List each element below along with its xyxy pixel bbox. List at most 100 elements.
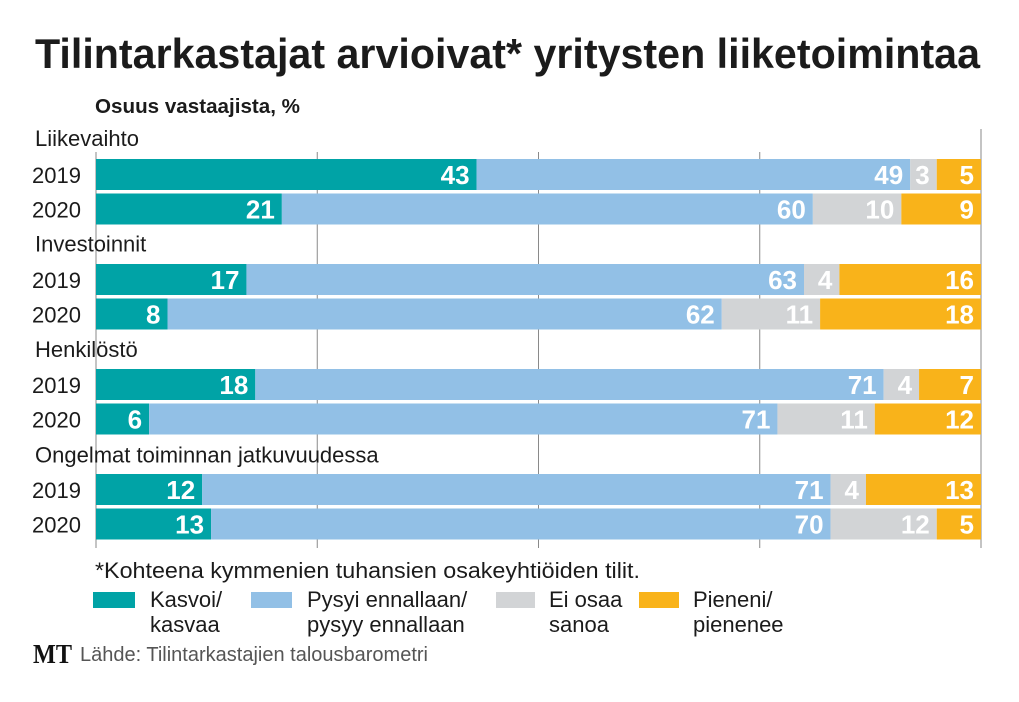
- bar-segment-kasvoi: [96, 403, 150, 435]
- bars: [96, 159, 981, 540]
- bar-segment-pysyi: [281, 193, 813, 225]
- value-label: 70: [795, 510, 824, 540]
- value-label: 17: [211, 265, 240, 295]
- bar-segment-pieneni: [820, 298, 981, 330]
- year-label: 2019: [32, 373, 81, 398]
- legend-swatch-pysyi: [251, 592, 292, 608]
- bar-segment-pysyi: [246, 264, 804, 295]
- legend-label-line1: Pysyi ennallaan/: [307, 587, 468, 612]
- bar-segment-kasvoi: [96, 159, 477, 190]
- bar-segment-pysyi: [149, 403, 778, 435]
- bar-segment-pysyi: [202, 474, 831, 505]
- legend-label-line2: pienenee: [693, 612, 784, 637]
- legend-label-line1: Kasvoi/: [150, 587, 223, 612]
- bar-segment-ei-osaa: [830, 474, 866, 505]
- bar-segment-pysyi: [167, 298, 722, 330]
- bar-segment-pysyi: [211, 508, 831, 540]
- year-label: 2020: [32, 198, 81, 223]
- bar-segment-pieneni: [874, 403, 981, 435]
- bar-segment-ei-osaa: [830, 508, 937, 540]
- bar-segment-kasvoi: [96, 369, 256, 400]
- bar-segment-ei-osaa: [812, 193, 902, 225]
- bar-segment-ei-osaa: [910, 159, 937, 190]
- legend-item-kasvoi: Kasvoi/ kasvaa: [93, 587, 223, 637]
- bar-segment-kasvoi: [96, 264, 247, 295]
- bar-segment-ei-osaa: [721, 298, 821, 330]
- group-label: Henkilöstö: [35, 337, 138, 362]
- value-label: 63: [768, 265, 797, 295]
- bar-segment-pieneni: [901, 193, 981, 225]
- year-label: 2019: [32, 478, 81, 503]
- bar-segment-ei-osaa: [777, 403, 875, 435]
- legend-swatch-kasvoi: [93, 592, 135, 608]
- value-label: 11: [786, 300, 814, 330]
- bar-segment-kasvoi: [96, 508, 212, 540]
- year-label: 2020: [32, 303, 81, 328]
- value-label: 12: [945, 405, 974, 435]
- chart-title: Tilintarkastajat arvioivat* yritysten li…: [35, 30, 981, 77]
- year-label: 2020: [32, 408, 81, 433]
- value-label: 9: [960, 195, 974, 225]
- chart-subtitle: Osuus vastaajista, %: [95, 96, 300, 118]
- value-label: 71: [742, 405, 771, 435]
- value-label: 13: [175, 510, 204, 540]
- legend-swatch-ei-osaa: [496, 592, 535, 608]
- legend-label-line1: Ei osaa: [549, 587, 623, 612]
- value-label: 4: [898, 370, 913, 400]
- source-note: Lähde: Tilintarkastajien talousbarometri: [80, 644, 428, 666]
- value-label: 3: [915, 160, 929, 190]
- value-label: 18: [219, 370, 248, 400]
- legend-item-ei-osaa: Ei osaa sanoa: [496, 587, 623, 637]
- value-label: 10: [865, 195, 894, 225]
- bar-segment-pieneni: [919, 369, 981, 400]
- group-label: Investoinnit: [35, 232, 146, 257]
- value-label: 6: [128, 405, 142, 435]
- bar-segment-pieneni: [839, 264, 981, 295]
- year-label: 2019: [32, 163, 81, 188]
- value-label: 12: [166, 475, 195, 505]
- legend-swatch-pieneni: [639, 592, 679, 608]
- value-label: 49: [874, 160, 903, 190]
- bar-segment-pieneni: [936, 508, 981, 540]
- mt-logo: MT: [33, 639, 72, 669]
- labels: Liikevaihto Investoinnit Henkilöstö Ongelma…: [32, 126, 974, 540]
- bar-segment-pysyi: [476, 159, 911, 190]
- value-label: 7: [960, 370, 974, 400]
- year-label: 2019: [32, 268, 81, 293]
- bar-segment-ei-osaa: [883, 369, 920, 400]
- bar-segment-pysyi: [255, 369, 884, 400]
- legend-item-pysyi: Pysyi ennallaan/ pysyy ennallaan: [251, 587, 468, 637]
- value-label: 5: [960, 510, 974, 540]
- bar-segment-kasvoi: [96, 193, 282, 225]
- value-label: 62: [686, 300, 715, 330]
- value-label: 8: [146, 300, 160, 330]
- value-label: 43: [441, 160, 470, 190]
- value-label: 71: [795, 475, 824, 505]
- group-label: Ongelmat toiminnan jatkuvuudessa: [35, 443, 379, 468]
- legend-item-pieneni: Pieneni/ pienenee: [639, 587, 784, 637]
- value-label: 4: [818, 265, 833, 295]
- value-label: 60: [777, 195, 806, 225]
- value-label: 21: [246, 195, 275, 225]
- bar-segment-pieneni: [865, 474, 981, 505]
- value-label: 11: [840, 405, 868, 435]
- value-label: 16: [945, 265, 974, 295]
- value-label: 71: [848, 370, 877, 400]
- bar-segment-kasvoi: [96, 298, 168, 330]
- value-label: 13: [945, 475, 974, 505]
- value-label: 5: [960, 160, 974, 190]
- legend-label-line2: pysyy ennallaan: [307, 612, 465, 637]
- bar-segment-pieneni: [936, 159, 981, 190]
- legend-label-line2: kasvaa: [150, 612, 220, 637]
- footnote: *Kohteena kymmenien tuhansien osakeyhtiö…: [95, 558, 640, 583]
- bar-segment-kasvoi: [96, 474, 203, 505]
- legend-label-line1: Pieneni/: [693, 587, 773, 612]
- legend-label-line2: sanoa: [549, 612, 610, 637]
- value-label: 12: [901, 510, 930, 540]
- legend: Kasvoi/ kasvaa Pysyi ennallaan/ pysyy en…: [93, 587, 784, 637]
- value-label: 18: [945, 300, 974, 330]
- bar-segment-ei-osaa: [804, 264, 840, 295]
- value-label: 4: [844, 475, 859, 505]
